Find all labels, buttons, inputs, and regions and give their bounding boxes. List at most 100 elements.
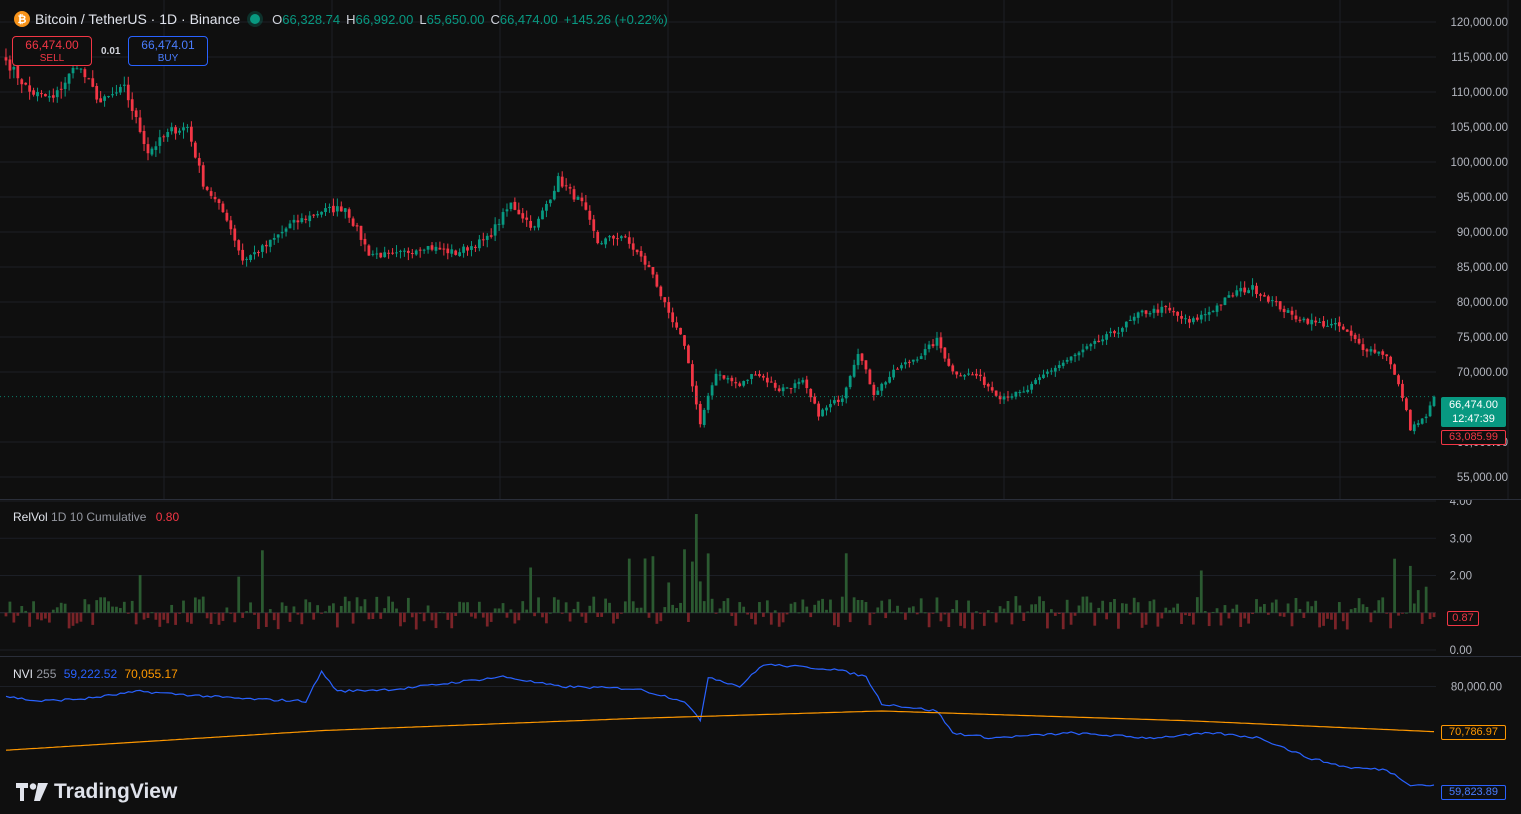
candle-body bbox=[1294, 315, 1298, 320]
candle-body bbox=[1215, 305, 1219, 312]
candle-body bbox=[860, 353, 864, 361]
candle-body bbox=[485, 235, 489, 240]
relvol-bar bbox=[292, 606, 296, 613]
candle-body bbox=[1377, 351, 1381, 354]
relvol-bar bbox=[205, 612, 209, 619]
relvol-bar bbox=[126, 612, 130, 614]
relvol-bar bbox=[1034, 604, 1037, 613]
relvol-bar bbox=[122, 601, 126, 613]
candle-body bbox=[1219, 304, 1223, 306]
relvol-bar bbox=[1270, 602, 1274, 613]
relvol-bar bbox=[383, 608, 387, 613]
market-status-icon[interactable] bbox=[250, 14, 261, 24]
candle-body bbox=[280, 231, 284, 234]
buy-button[interactable]: 66,474.01 BUY bbox=[128, 36, 208, 66]
candle-body bbox=[410, 253, 414, 255]
candle-body bbox=[79, 68, 83, 70]
nvi-legend[interactable]: NVI 255 59,222.52 70,055.17 bbox=[13, 667, 178, 681]
relvol-bar bbox=[1164, 607, 1168, 613]
candle-body bbox=[1057, 365, 1061, 368]
relvol-bar bbox=[324, 611, 327, 613]
relvol-chart[interactable]: 4.00 3.00 2.00 0.00 bbox=[0, 500, 1521, 656]
relvol-bar bbox=[1093, 612, 1097, 626]
relvol-bar bbox=[517, 612, 521, 621]
candle-body bbox=[785, 387, 789, 389]
candle-body bbox=[1061, 362, 1065, 366]
relvol-bar bbox=[900, 612, 903, 614]
candle-body bbox=[36, 92, 39, 97]
nvi-ema-tag[interactable]: 70,786.97 bbox=[1441, 725, 1506, 740]
candle-body bbox=[47, 96, 51, 98]
candle-body bbox=[12, 67, 16, 70]
candle-body bbox=[257, 252, 260, 254]
candle-body bbox=[1424, 416, 1428, 419]
candle-body bbox=[829, 404, 832, 408]
relvol-bar bbox=[525, 609, 529, 613]
candle-body bbox=[16, 65, 20, 79]
candle-body bbox=[1046, 371, 1049, 374]
pane-separator-2[interactable] bbox=[0, 656, 1521, 657]
candle-body bbox=[126, 84, 130, 101]
candle-body bbox=[32, 90, 35, 95]
spread-value: 0.01 bbox=[101, 46, 121, 57]
high-value: 66,992.00 bbox=[355, 11, 414, 27]
sell-button[interactable]: 66,474.00 SELL bbox=[12, 36, 92, 66]
candle-body bbox=[552, 190, 556, 200]
candle-body bbox=[87, 78, 91, 80]
relvol-bar bbox=[237, 576, 241, 613]
candle-body bbox=[103, 96, 106, 101]
candle-body bbox=[328, 206, 331, 208]
relvol-bar bbox=[1341, 612, 1345, 622]
symbol-title[interactable]: Bitcoin / TetherUS · 1D · Binance bbox=[35, 11, 241, 27]
relvol-bar bbox=[1219, 612, 1223, 626]
relvol-legend[interactable]: RelVol 1D 10 Cumulative 0.80 bbox=[13, 510, 179, 524]
price-pane[interactable]: 120,000.00 115,000.00 110,000.00 105,000.00… bbox=[0, 0, 1521, 499]
relvol-bar bbox=[537, 597, 540, 613]
last-price-tag[interactable]: 66,474.00 12:47:39 bbox=[1441, 397, 1506, 427]
relvol-bar bbox=[466, 602, 469, 613]
candle-body bbox=[1124, 321, 1128, 328]
relvol-bar bbox=[1361, 604, 1365, 613]
relvol-bar bbox=[836, 612, 840, 627]
candle-body bbox=[1235, 290, 1239, 296]
relvol-bar bbox=[781, 612, 785, 623]
tradingview-logo[interactable]: TradingView bbox=[16, 780, 177, 804]
relvol-bar bbox=[777, 612, 781, 627]
relvol-bar bbox=[505, 612, 509, 618]
candle-body bbox=[418, 249, 422, 251]
buy-price: 66,474.01 bbox=[141, 38, 195, 52]
relvol-bar bbox=[608, 602, 611, 613]
relvol-bar bbox=[714, 612, 718, 614]
candle-body bbox=[59, 88, 63, 90]
relvol-bar bbox=[1081, 596, 1085, 613]
relvol-bar bbox=[406, 597, 410, 613]
relvol-last-tag[interactable]: 0.87 bbox=[1447, 611, 1479, 626]
nvi-chart[interactable]: 80,000.00 bbox=[0, 657, 1521, 814]
candle-body bbox=[1278, 301, 1282, 310]
relvol-bar bbox=[1077, 605, 1081, 613]
relvol-bar bbox=[904, 612, 907, 620]
price-axis-tick: 75,000.00 bbox=[1457, 332, 1508, 344]
relvol-bar bbox=[1211, 611, 1215, 613]
price-axis-tick: 105,000.00 bbox=[1450, 122, 1508, 134]
candle-body bbox=[489, 235, 493, 237]
candle-body bbox=[1203, 314, 1207, 316]
candle-body bbox=[639, 250, 643, 257]
candle-body bbox=[1270, 300, 1274, 302]
relvol-bar bbox=[998, 606, 1002, 613]
nvi-pane[interactable]: 80,000.00 bbox=[0, 657, 1521, 814]
relvol-pane[interactable]: 4.00 3.00 2.00 0.00 bbox=[0, 500, 1521, 656]
candle-body bbox=[1199, 314, 1203, 320]
low-price-tag[interactable]: 63,085.99 bbox=[1441, 430, 1506, 445]
pane-separator[interactable] bbox=[0, 499, 1521, 500]
relvol-bar bbox=[683, 549, 686, 613]
candle-body bbox=[568, 187, 572, 189]
relvol-bar bbox=[982, 612, 986, 626]
sell-price: 66,474.00 bbox=[25, 38, 79, 52]
candle-body bbox=[1069, 356, 1073, 361]
nvi-last-tag[interactable]: 59,823.89 bbox=[1441, 785, 1506, 800]
candle-body bbox=[742, 381, 746, 386]
price-chart[interactable]: 120,000.00 115,000.00 110,000.00 105,000.00… bbox=[0, 0, 1521, 499]
candle-body bbox=[994, 390, 998, 396]
price-axis-tick: 85,000.00 bbox=[1457, 262, 1508, 274]
